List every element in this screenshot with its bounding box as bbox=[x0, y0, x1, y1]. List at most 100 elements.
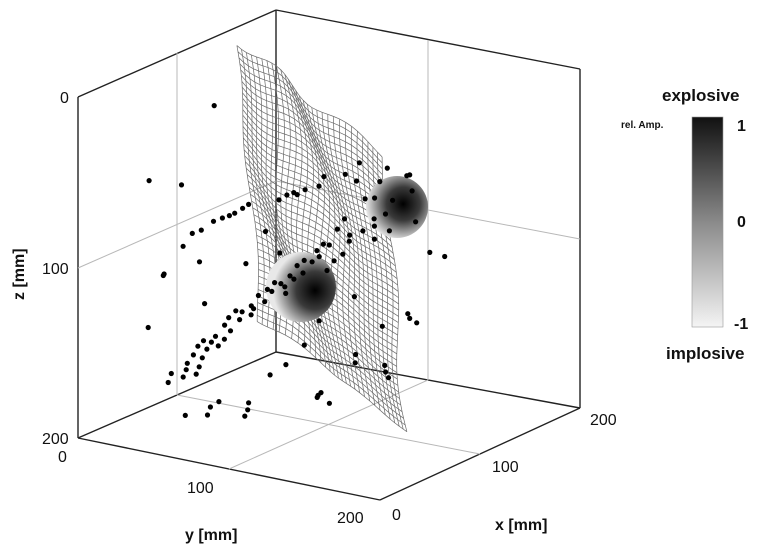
mesh-line bbox=[242, 98, 386, 211]
y-tick-0: 0 bbox=[58, 449, 67, 466]
event-point bbox=[283, 362, 289, 368]
wireframe-surface bbox=[236, 45, 408, 432]
event-point bbox=[301, 342, 307, 348]
event-point bbox=[291, 190, 297, 196]
event-point bbox=[316, 183, 322, 189]
event-point bbox=[240, 205, 246, 211]
event-point bbox=[226, 315, 232, 321]
colorbar-tick-1: 1 bbox=[737, 118, 746, 135]
x-axis-label: x [mm] bbox=[495, 517, 547, 534]
event-point bbox=[379, 323, 385, 329]
event-point bbox=[189, 230, 195, 236]
event-point bbox=[360, 228, 366, 234]
event-point bbox=[251, 306, 257, 312]
mesh-line bbox=[257, 321, 408, 432]
event-point bbox=[351, 294, 357, 300]
event-point bbox=[278, 281, 284, 287]
event-point bbox=[198, 227, 204, 233]
event-point bbox=[383, 369, 389, 375]
event-point bbox=[362, 196, 368, 202]
event-point bbox=[409, 188, 415, 194]
event-point bbox=[168, 370, 174, 377]
event-point bbox=[222, 322, 228, 328]
mesh-line bbox=[236, 45, 383, 158]
event-point bbox=[195, 343, 201, 349]
event-point bbox=[371, 216, 377, 222]
event-point bbox=[262, 228, 269, 235]
mesh-line bbox=[240, 69, 383, 181]
event-point bbox=[246, 400, 252, 406]
event-point bbox=[414, 320, 420, 326]
mesh-line bbox=[243, 143, 395, 260]
source-sphere-lower bbox=[266, 252, 336, 322]
event-point bbox=[442, 253, 448, 260]
event-point bbox=[282, 284, 288, 290]
x-tick-100: 100 bbox=[492, 459, 519, 476]
event-point bbox=[347, 232, 353, 238]
event-point bbox=[318, 390, 324, 396]
z-axis-label: z [mm] bbox=[11, 248, 28, 300]
event-point bbox=[243, 261, 249, 267]
colorbar-top-label: explosive bbox=[662, 86, 740, 105]
colorbar-gradient bbox=[691, 116, 724, 328]
event-point bbox=[353, 178, 360, 184]
event-point bbox=[210, 218, 217, 224]
event-point bbox=[212, 333, 219, 339]
colorbar: explosive rel. Amp. 1 0 -1 implosive bbox=[621, 86, 748, 363]
event-point bbox=[245, 407, 251, 413]
event-point bbox=[193, 371, 199, 377]
mesh-line bbox=[243, 149, 396, 267]
event-point bbox=[324, 267, 330, 274]
event-point bbox=[302, 187, 308, 193]
mesh-line bbox=[241, 86, 385, 199]
event-point bbox=[294, 263, 300, 269]
event-point bbox=[160, 272, 166, 279]
event-point bbox=[190, 352, 196, 358]
event-point bbox=[145, 324, 151, 331]
event-point bbox=[301, 257, 307, 263]
event-point bbox=[216, 399, 222, 405]
event-point bbox=[342, 171, 348, 177]
mesh-line bbox=[257, 308, 404, 419]
mesh-line bbox=[250, 194, 399, 311]
y-axis-label: y [mm] bbox=[185, 527, 237, 544]
event-point bbox=[427, 249, 433, 255]
event-point bbox=[334, 226, 340, 232]
event-point bbox=[242, 413, 248, 419]
mesh-line bbox=[249, 187, 399, 305]
event-point bbox=[372, 195, 378, 201]
event-point bbox=[316, 318, 322, 324]
event-point bbox=[407, 315, 413, 321]
event-point bbox=[413, 219, 419, 225]
event-point bbox=[341, 216, 348, 222]
event-point bbox=[276, 197, 282, 203]
event-point bbox=[272, 280, 278, 286]
event-point bbox=[264, 286, 270, 292]
event-point bbox=[196, 364, 202, 370]
event-point bbox=[227, 328, 234, 334]
event-point bbox=[371, 223, 377, 229]
mesh-line bbox=[242, 109, 388, 223]
event-point bbox=[326, 242, 332, 248]
event-point bbox=[269, 288, 275, 294]
event-point bbox=[208, 339, 214, 345]
event-point bbox=[211, 103, 217, 109]
event-point bbox=[239, 309, 245, 315]
y-tick-100: 100 bbox=[187, 480, 214, 497]
event-point bbox=[407, 172, 413, 178]
event-point bbox=[382, 211, 389, 217]
event-point bbox=[202, 301, 208, 307]
event-point bbox=[320, 241, 326, 247]
event-point bbox=[255, 292, 261, 299]
event-point bbox=[326, 400, 332, 406]
event-point bbox=[199, 355, 205, 361]
event-point bbox=[405, 311, 411, 317]
event-point bbox=[390, 197, 396, 203]
x-tick-0: 0 bbox=[392, 507, 401, 524]
event-point bbox=[385, 375, 392, 381]
event-point bbox=[204, 346, 210, 352]
event-point bbox=[352, 360, 358, 366]
event-point bbox=[356, 160, 362, 166]
event-point bbox=[262, 299, 268, 305]
colorbar-bottom-label: implosive bbox=[666, 344, 744, 363]
